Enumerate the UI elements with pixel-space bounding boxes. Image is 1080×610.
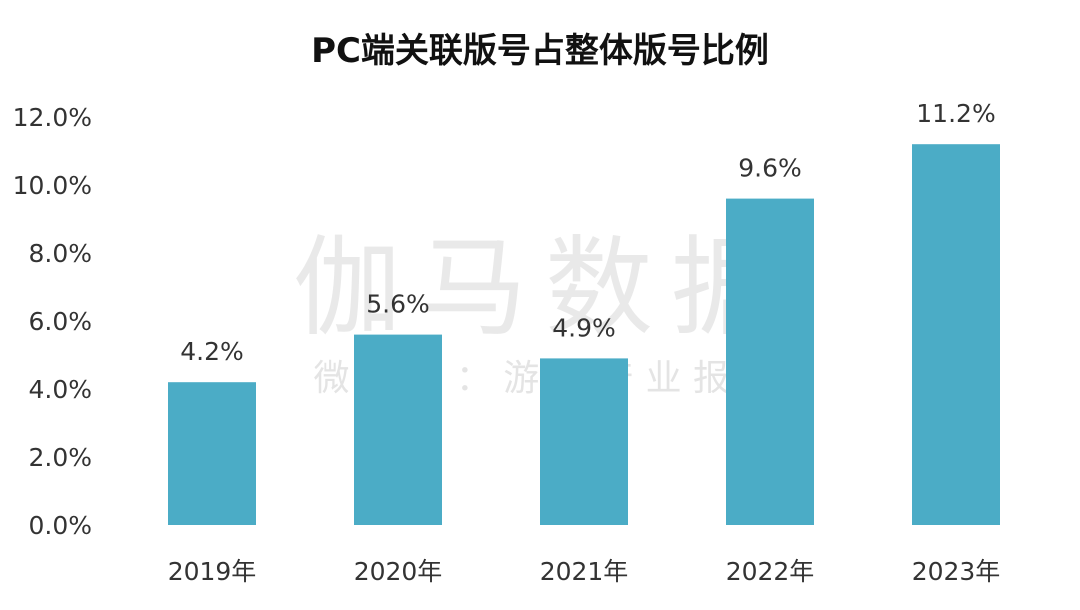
bar: [726, 198, 814, 525]
y-tick-label: 0.0%: [28, 511, 92, 540]
bar-value-label: 11.2%: [916, 99, 995, 128]
bar-value-label: 4.2%: [180, 337, 244, 366]
y-tick-label: 12.0%: [13, 103, 92, 132]
bar-value-label: 5.6%: [366, 290, 430, 319]
bar: [912, 144, 1000, 525]
bar-value-label: 9.6%: [738, 154, 802, 183]
bars: [168, 144, 1000, 525]
data-labels: 4.2% 5.6% 4.9% 9.6% 11.2%: [180, 99, 995, 366]
y-tick-label: 4.0%: [28, 375, 92, 404]
bar-value-label: 4.9%: [552, 313, 616, 342]
x-category-label: 2023年: [912, 557, 1001, 586]
y-tick-label: 10.0%: [13, 171, 92, 200]
y-tick-label: 6.0%: [28, 307, 92, 336]
x-category-label: 2022年: [726, 557, 815, 586]
chart-title: PC端关联版号占整体版号比例: [311, 31, 769, 71]
y-tick-label: 8.0%: [28, 239, 92, 268]
x-category-label: 2020年: [354, 557, 443, 586]
y-tick-label: 2.0%: [28, 443, 92, 472]
bar: [540, 358, 628, 525]
watermark-main-text: 伽马数据: [293, 226, 797, 351]
x-axis: 2019年 2020年 2021年 2022年 2023年: [168, 557, 1001, 586]
bar: [354, 334, 442, 525]
y-axis: 0.0% 2.0% 4.0% 6.0% 8.0% 10.0% 12.0%: [13, 103, 92, 540]
x-category-label: 2019年: [168, 557, 257, 586]
bar: [168, 382, 256, 525]
x-category-label: 2021年: [540, 557, 629, 586]
